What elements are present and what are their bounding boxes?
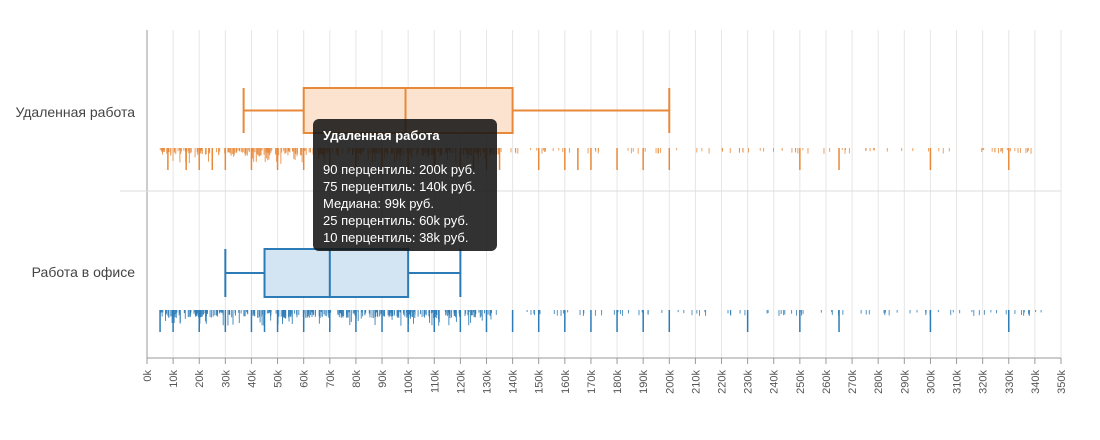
tick-label: 340k [1030,370,1042,394]
category-label: Удаленная работа [15,104,135,120]
tick-label: 70k [325,370,337,388]
tick-label: 20k [194,370,206,388]
tooltip-line-p10: 10 перцентиль: 38k руб. [323,230,469,245]
tick-label: 130k [481,370,493,394]
category-label: Работа в офисе [32,264,136,280]
tick-label: 210k [690,370,702,394]
series-office: Работа в офисе [32,248,1042,332]
tooltip-line-median: Медиана: 99k руб. [323,196,434,211]
tick-label: 270k [847,370,859,394]
tooltip-title: Удаленная работа [323,128,440,143]
tick-label: 10k [168,370,180,388]
tick-label: 150k [534,370,546,394]
tick-label: 180k [612,370,624,394]
tick-label: 310k [952,370,964,394]
series-remote: Удаленная работа [15,87,1032,170]
tick-label: 330k [1004,370,1016,394]
tick-label: 320k [978,370,990,394]
tick-label: 240k [769,370,781,394]
axes [120,30,1061,359]
tick-label: 120k [455,370,467,394]
tick-label: 110k [429,370,441,394]
iqr-box [263,248,410,298]
tick-label: 190k [638,370,650,394]
tick-label: 100k [403,370,415,394]
tick-label: 170k [586,370,598,394]
tick-label: 300k [925,370,937,394]
tooltip-line-p90: 90 перцентиль: 200k руб. [323,162,476,177]
gridlines [172,30,1062,358]
tick-label: 80k [351,370,363,388]
tick-label: 230k [743,370,755,394]
tick-label: 160k [560,370,572,394]
tick-label: 40k [246,370,258,388]
tick-label: 90k [377,370,389,388]
tooltip-line-p75: 75 перцентиль: 140k руб. [323,179,476,194]
tick-label: 60k [299,370,311,388]
tick-label: 250k [795,370,807,394]
tick-label: 350k [1056,370,1068,394]
x-axis-ticks: 0k 10k 20k 30k 40k 50k 60k 70k 80k 90k 100k 110k 120… [142,358,1068,394]
tick-label: 260k [821,370,833,394]
tick-label: 50k [273,370,285,388]
tick-label: 220k [717,370,729,394]
tick-label: 280k [873,370,885,394]
tick-label: 200k [664,370,676,394]
tick-label: 0k [142,370,154,382]
tick-label: 290k [899,370,911,394]
tooltip: Удаленная работа 90 перцентиль: 200k руб… [313,119,497,251]
tick-label: 140k [508,370,520,394]
tick-label: 30k [220,370,232,388]
tooltip-line-p25: 25 перцентиль: 60k руб. [323,213,469,228]
